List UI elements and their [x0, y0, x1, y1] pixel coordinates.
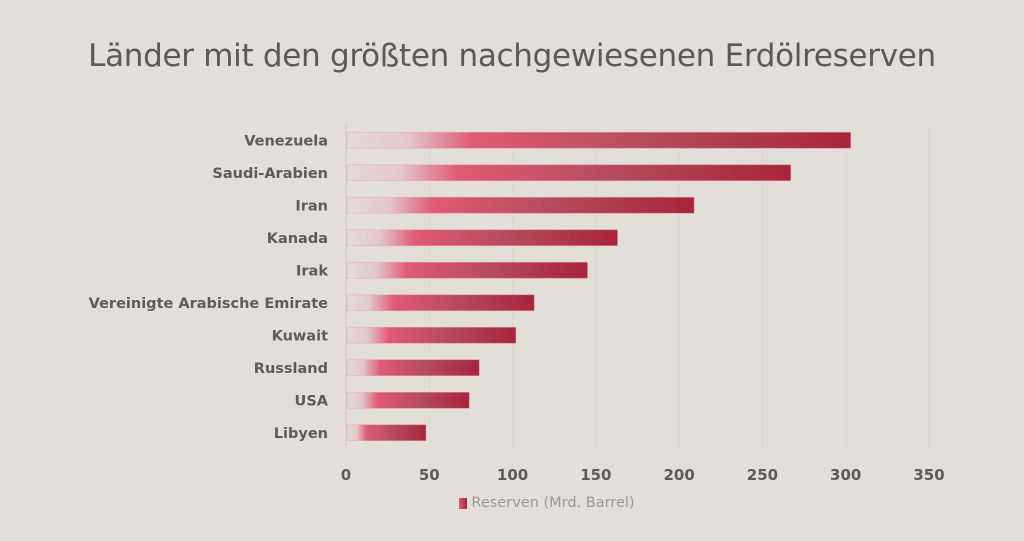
- category-labels: Venezuela Saudi-Arabien Iran Kanada Irak Vere…: [89, 133, 329, 442]
- bar: [346, 131, 852, 149]
- x-tick-label: 50: [419, 466, 440, 484]
- bar: [346, 294, 535, 312]
- legend-label: Reserven (Mrd. Barrel): [471, 495, 635, 511]
- category-label: Kuwait: [272, 328, 328, 344]
- bar: [346, 261, 588, 279]
- bar: [346, 229, 618, 247]
- bars: [346, 131, 852, 442]
- x-tick-label: 0: [341, 466, 351, 484]
- legend-swatch: [459, 497, 468, 509]
- legend: Reserven (Mrd. Barrel): [0, 495, 1024, 511]
- bar: [346, 391, 470, 409]
- category-label: Saudi-Arabien: [212, 166, 328, 182]
- category-label: Russland: [254, 361, 328, 377]
- category-label: Vereinigte Arabische Emirate: [89, 296, 328, 312]
- bar: [346, 196, 695, 214]
- bar: [346, 326, 517, 344]
- category-label: Libyen: [274, 426, 328, 442]
- x-tick-label: 350: [913, 466, 944, 484]
- x-tick-label: 150: [580, 466, 611, 484]
- x-tick-label: 250: [747, 466, 778, 484]
- x-tick-label: 200: [663, 466, 694, 484]
- bar: [346, 424, 427, 442]
- category-label: USA: [295, 393, 329, 409]
- bar: [346, 359, 480, 377]
- category-label: Irak: [296, 263, 328, 279]
- bar: [346, 164, 792, 182]
- category-label: Iran: [295, 198, 328, 214]
- x-tick-label: 100: [497, 466, 528, 484]
- x-tick-labels: 0 50 100 150 200 250 300 350: [341, 466, 945, 484]
- category-label: Venezuela: [244, 133, 328, 149]
- chart-title: Länder mit den größten nachgewiesenen Er…: [88, 38, 936, 74]
- x-tick-label: 300: [830, 466, 861, 484]
- category-label: Kanada: [267, 231, 328, 247]
